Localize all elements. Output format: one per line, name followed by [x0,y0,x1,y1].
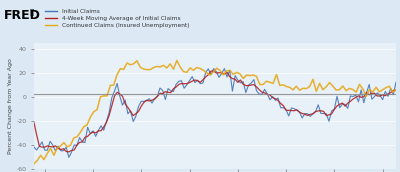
Text: 📈: 📈 [30,9,34,15]
Legend: Initial Claims, 4-Week Moving Average of Initial Claims, Continued Claims (Insur: Initial Claims, 4-Week Moving Average of… [43,6,192,30]
Text: FRED: FRED [4,9,41,22]
Y-axis label: Percent Change from Year Ago: Percent Change from Year Ago [8,58,14,154]
